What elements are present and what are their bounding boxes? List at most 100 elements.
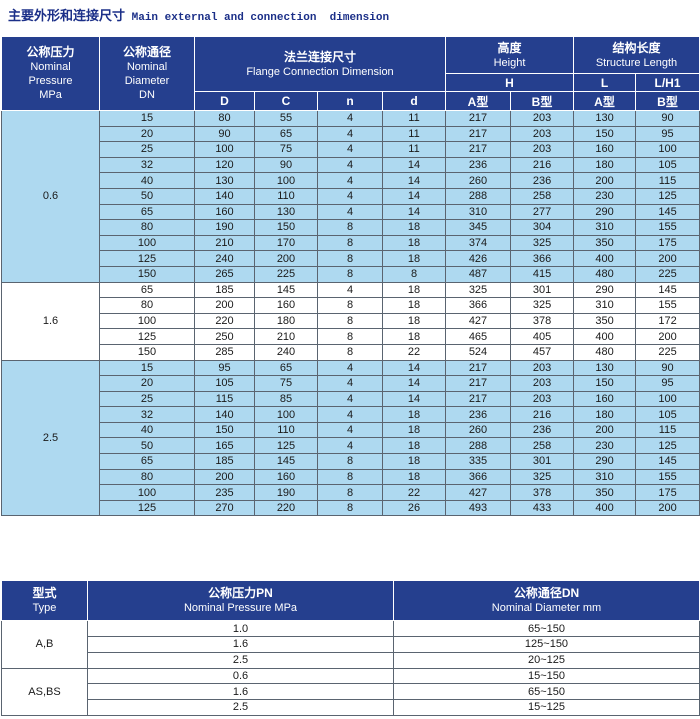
table-cell: 301 xyxy=(509,453,575,470)
table-cell: 225 xyxy=(635,265,700,283)
table-cell: 310 xyxy=(573,297,637,314)
table-cell: 8 xyxy=(317,453,383,470)
table-cell: 8 xyxy=(317,468,383,486)
table-cell: 310 xyxy=(573,468,637,486)
table-cell: 2.5 xyxy=(87,698,394,716)
col-header-type: 型式 Type xyxy=(1,580,88,622)
table-cell: 230 xyxy=(573,437,637,455)
table-cell: 18 xyxy=(382,219,446,236)
table-cell: 100 xyxy=(99,312,195,330)
table-row: 1.6 65~150 xyxy=(2,683,700,700)
table-cell: 415 xyxy=(509,265,575,283)
table-cell: 4 xyxy=(317,421,383,439)
table-cell: 350 xyxy=(573,484,637,501)
table-cell: 80 xyxy=(99,468,195,486)
table-cell: 190 xyxy=(194,219,255,236)
table-cell: 100 xyxy=(99,234,195,252)
col-header-nominal-pressure-zh: 公称压力 xyxy=(26,45,75,59)
table-cell: 200 xyxy=(635,499,700,517)
table-cell: 1.6 xyxy=(87,683,394,700)
table-row: 65 160 130 4 14 310 277 290 145 xyxy=(2,203,700,221)
table-row: 32 120 90 4 14 236 216 180 105 xyxy=(2,156,700,174)
table-cell: 325 xyxy=(509,297,575,314)
table-cell: 350 xyxy=(573,312,637,330)
table-cell: 235 xyxy=(194,484,255,501)
col-header-nominal-pressure-en: Nominal Pressure MPa xyxy=(28,61,73,101)
table-cell: 301 xyxy=(509,281,575,299)
table-cell: 216 xyxy=(509,406,575,423)
table-row: 125 270 220 8 26 493 433 400 200 xyxy=(2,499,700,517)
table-cell: 236 xyxy=(445,156,511,174)
table-cell: 304 xyxy=(509,219,575,236)
col-header-height: 高度 Height xyxy=(444,36,575,74)
table-cell: 310 xyxy=(573,219,637,236)
col-header-d: D xyxy=(194,91,255,111)
table-cell: 258 xyxy=(509,437,575,455)
table-cell: 11 xyxy=(382,125,446,143)
table-cell: 210 xyxy=(194,234,255,252)
table-cell: 185 xyxy=(194,453,255,470)
table-cell: 524 xyxy=(445,343,511,361)
table-cell: 400 xyxy=(573,250,637,267)
table-cell: 150 xyxy=(254,219,318,236)
table-cell: 32 xyxy=(99,406,195,423)
table-cell: 150 xyxy=(99,265,195,283)
table-cell: 160 xyxy=(254,468,318,486)
table-cell: 95 xyxy=(635,125,700,143)
col-header-height-type-a: A型 xyxy=(445,91,511,111)
table-cell: 203 xyxy=(509,110,575,127)
table-cell: 25 xyxy=(99,141,195,158)
table-cell: 366 xyxy=(509,250,575,267)
table-cell: 325 xyxy=(445,281,511,299)
table-cell: 160 xyxy=(194,203,255,221)
table-row: 80 190 150 8 18 345 304 310 155 xyxy=(2,219,700,236)
table-cell: 160 xyxy=(573,141,637,158)
table-cell: 4 xyxy=(317,359,383,377)
table-cell: 175 xyxy=(635,484,700,501)
table-cell: 8 xyxy=(317,297,383,314)
table-row: 32 140 100 4 18 236 216 180 105 xyxy=(2,406,700,423)
table-cell: 200 xyxy=(194,468,255,486)
col-header-c: C xyxy=(254,91,318,111)
table-cell: 8 xyxy=(317,343,383,361)
table-cell: 90 xyxy=(254,156,318,174)
table-cell: 95 xyxy=(635,375,700,392)
table-cell: 8 xyxy=(317,499,383,517)
table-cell: 145 xyxy=(254,453,318,470)
col-header-length-type-b: B型 xyxy=(635,91,700,111)
table-cell: 115 xyxy=(194,390,255,408)
table-cell: 105 xyxy=(635,406,700,423)
type-group-label: A,B xyxy=(1,620,88,669)
col-header-height-type-b: B型 xyxy=(509,91,575,111)
pressure-group-label: 2.5 xyxy=(1,359,100,517)
table-cell: 14 xyxy=(382,203,446,221)
table-cell: 2.5 xyxy=(87,651,394,669)
table-cell: 11 xyxy=(382,141,446,158)
table-cell: 216 xyxy=(509,156,575,174)
table-cell: 155 xyxy=(635,219,700,236)
table-cell: 160 xyxy=(573,390,637,408)
table-cell: 260 xyxy=(445,172,511,189)
table-cell: 145 xyxy=(254,281,318,299)
table-cell: 55 xyxy=(254,110,318,127)
table-cell: 130 xyxy=(573,110,637,127)
table-cell: 325 xyxy=(509,234,575,252)
table-row: 80 200 160 8 18 366 325 310 155 xyxy=(2,297,700,314)
table-cell: 95 xyxy=(194,359,255,377)
table-cell: 200 xyxy=(635,250,700,267)
col-header-structure-zh: 结构长度 xyxy=(612,40,661,55)
table-cell: 18 xyxy=(382,328,446,345)
table-cell: 217 xyxy=(445,375,511,392)
table-cell: 217 xyxy=(445,359,511,377)
table-cell: 4 xyxy=(317,390,383,408)
table-cell: 203 xyxy=(509,359,575,377)
table-cell: 250 xyxy=(194,328,255,345)
table-cell: 15~150 xyxy=(393,667,700,685)
table-cell: 240 xyxy=(194,250,255,267)
table-cell: 150 xyxy=(573,375,637,392)
table-cell: 465 xyxy=(445,328,511,345)
col-header-type-zh: 型式 xyxy=(32,586,57,601)
table-cell: 350 xyxy=(573,234,637,252)
table-cell: 8 xyxy=(317,312,383,330)
table-cell: 236 xyxy=(509,172,575,189)
